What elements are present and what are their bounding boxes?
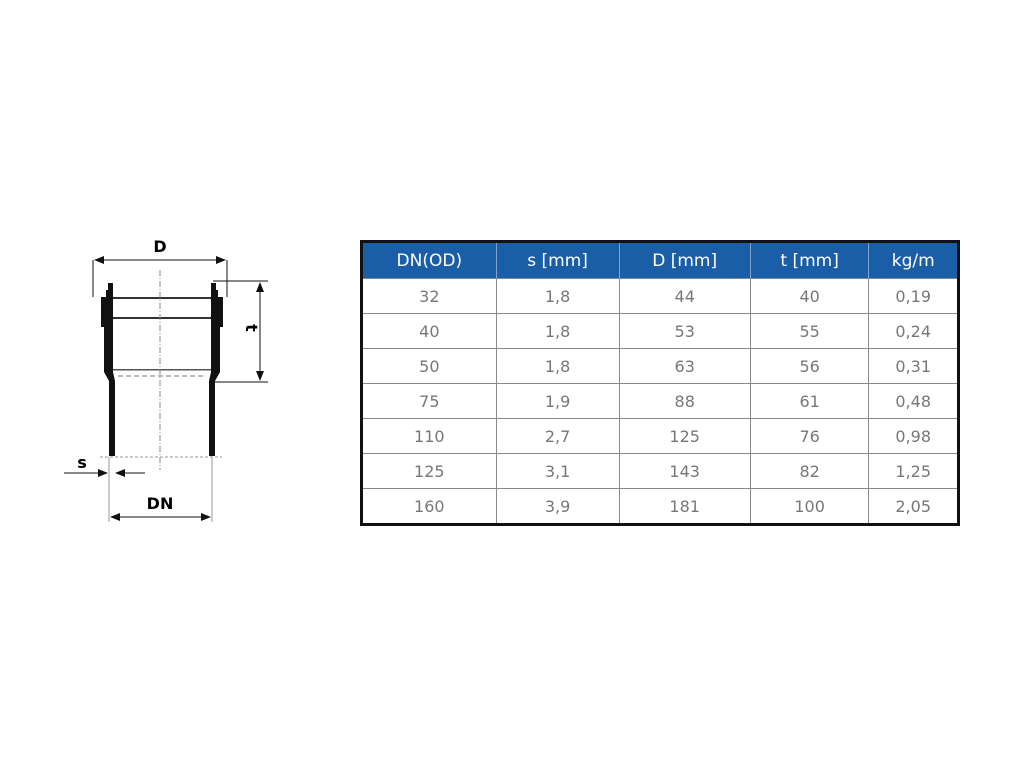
column-header: s [mm] bbox=[495, 241, 620, 279]
column-header: D [mm] bbox=[618, 241, 751, 279]
label-t: t bbox=[242, 324, 261, 332]
dimension-D bbox=[92, 256, 228, 297]
table-cell: 75 bbox=[361, 383, 497, 419]
table-cell: 1,8 bbox=[495, 278, 620, 314]
table-cell: 125 bbox=[361, 453, 497, 489]
table-cell: 0,24 bbox=[868, 313, 959, 349]
table-cell: 110 bbox=[361, 418, 497, 454]
table-row: 125 3,1 143 82 1,25 bbox=[361, 453, 959, 489]
table-cell: 100 bbox=[749, 488, 870, 525]
table-cell: 3,1 bbox=[495, 453, 620, 489]
dimension-t bbox=[213, 280, 268, 383]
table-cell: 50 bbox=[361, 348, 497, 384]
table-row: 110 2,7 125 76 0,98 bbox=[361, 418, 959, 454]
table-row: 32 1,8 44 40 0,19 bbox=[361, 278, 959, 314]
column-header: t [mm] bbox=[749, 241, 869, 279]
table-cell: 1,9 bbox=[495, 383, 620, 419]
table-cell: 1,25 bbox=[868, 453, 959, 489]
table-cell: 0,98 bbox=[868, 418, 959, 454]
table-cell: 0,19 bbox=[868, 278, 959, 314]
table-cell: 56 bbox=[749, 348, 870, 384]
table-cell: 0,48 bbox=[868, 383, 959, 419]
table-cell: 3,9 bbox=[495, 488, 620, 525]
table-cell: 63 bbox=[618, 348, 751, 384]
label-DN: DN bbox=[147, 494, 174, 513]
table-row: 50 1,8 63 56 0,31 bbox=[361, 348, 959, 384]
table-row: 160 3,9 181 100 2,05 bbox=[361, 488, 959, 525]
label-s: s bbox=[77, 453, 87, 472]
column-header: kg/m bbox=[868, 241, 959, 279]
table-header-row: DN(OD) s [mm] D [mm] t [mm] kg/m bbox=[361, 241, 959, 279]
table-row: 40 1,8 53 55 0,24 bbox=[361, 313, 959, 349]
table-cell: 143 bbox=[618, 453, 751, 489]
table-cell: 125 bbox=[618, 418, 751, 454]
label-D: D bbox=[153, 237, 166, 256]
table-cell: 53 bbox=[618, 313, 751, 349]
table-cell: 1,8 bbox=[495, 313, 620, 349]
column-header: DN(OD) bbox=[361, 241, 497, 279]
table-cell: 2,7 bbox=[495, 418, 620, 454]
pipe-body bbox=[101, 283, 223, 456]
table-cell: 2,05 bbox=[868, 488, 959, 525]
pipe-socket-diagram: D t s DN bbox=[64, 237, 268, 522]
table-row: 75 1,9 88 61 0,48 bbox=[361, 383, 959, 419]
table-cell: 61 bbox=[749, 383, 870, 419]
table-cell: 1,8 bbox=[495, 348, 620, 384]
table-cell: 32 bbox=[361, 278, 497, 314]
table-cell: 82 bbox=[749, 453, 870, 489]
table-cell: 76 bbox=[749, 418, 870, 454]
table-cell: 40 bbox=[749, 278, 870, 314]
table-cell: 181 bbox=[618, 488, 751, 525]
dimensions-table: DN(OD) s [mm] D [mm] t [mm] kg/m 32 1,8 44… bbox=[360, 240, 960, 526]
table-cell: 44 bbox=[618, 278, 751, 314]
table-cell: 55 bbox=[749, 313, 870, 349]
dimension-DN bbox=[108, 457, 213, 522]
table-cell: 88 bbox=[618, 383, 751, 419]
table-cell: 0,31 bbox=[868, 348, 959, 384]
table-cell: 160 bbox=[361, 488, 497, 525]
table-cell: 40 bbox=[361, 313, 497, 349]
